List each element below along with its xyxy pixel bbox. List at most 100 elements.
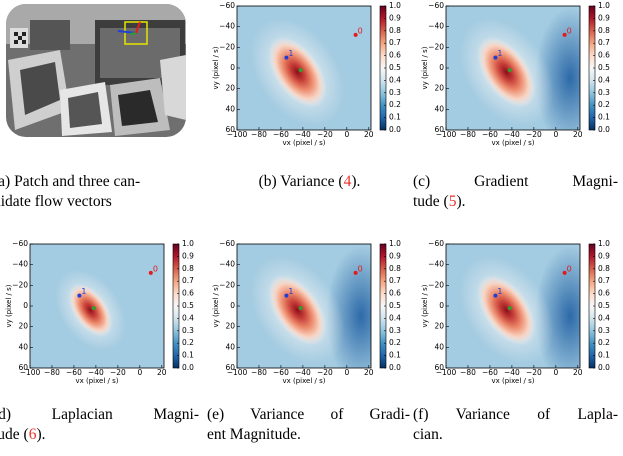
y-tick-label: 0 [439, 63, 444, 72]
y-tick-label: 40 [18, 342, 28, 351]
caption-text: ). [456, 193, 466, 210]
flow-point-label: 0 [358, 264, 363, 273]
flow-point [493, 293, 498, 298]
flow-point [353, 270, 358, 275]
y-tick-label: −20 [12, 280, 28, 289]
y-axis-label: vy (pixel / s) [421, 284, 429, 327]
caption: (b) Variance (4). [207, 172, 412, 192]
y-tick-label: 40 [225, 104, 235, 113]
colorbar-tick-label: 0.5 [389, 301, 401, 310]
heatmap-panel: −100 −80 −60 −40 −20 0 20 −60 −40 −20 0 20 40 60 vx (p… [5, 239, 194, 385]
flow-point [493, 55, 498, 60]
x-axis-label: vx (pixel / s) [283, 377, 326, 385]
flow-point [148, 270, 153, 275]
flow-point [284, 293, 289, 298]
x-tick-label: 0 [137, 368, 142, 377]
x-tick-label: −20 [317, 130, 333, 139]
y-tick-label: 40 [434, 342, 444, 351]
colorbar-tick-label: 0.7 [389, 38, 401, 47]
colorbar-tick-label: 0.1 [389, 113, 401, 122]
colorbar-tick-label: 0.9 [182, 251, 194, 260]
y-tick-label: 0 [23, 301, 28, 310]
colorbar-tick-label: 0.1 [598, 113, 610, 122]
caption-line: tude (6). [0, 425, 199, 445]
colorbar-tick-label: 0.5 [389, 63, 401, 72]
caption-line: tude (5). [413, 192, 618, 212]
colorbar-tick-label: 0.9 [598, 13, 610, 22]
x-tick-label: −60 [273, 368, 289, 377]
colorbar-tick-label: 0.1 [389, 351, 401, 360]
colorbar-tick-label: 0.4 [598, 313, 610, 322]
y-tick-label: −20 [219, 42, 235, 51]
caption-text: ent Magnitude. [207, 426, 301, 443]
y-tick-label: −60 [219, 1, 235, 10]
y-tick-label: 60 [434, 125, 444, 134]
x-tick-label: 0 [344, 368, 349, 377]
heatmap-blob [477, 275, 536, 346]
colorbar-tick-label: 0.2 [598, 338, 610, 347]
caption-line: ent Magnitude. [207, 425, 410, 445]
caption: (d) Laplacian Magni-tude (6). [0, 405, 199, 445]
colorbar-tick-label: 0.8 [389, 264, 401, 273]
y-tick-label: −40 [219, 260, 235, 269]
colorbar-tick-label: 0.2 [389, 100, 401, 109]
y-tick-label: 0 [230, 63, 235, 72]
colorbar-tick-label: 0.7 [389, 276, 401, 285]
heatmap-image [237, 6, 371, 130]
colorbar-tick-label: 0.9 [389, 251, 401, 260]
caption-text: ). [36, 426, 46, 443]
flow-point [91, 306, 96, 311]
flow-point [562, 270, 567, 275]
caption-text: tude ( [0, 426, 29, 443]
colorbar-tick-label: 0.1 [182, 351, 194, 360]
caption-line: (e) Variance of Gradi- [207, 405, 410, 425]
flow-point [298, 68, 303, 73]
colorbar-tick-label: 0.4 [598, 75, 610, 84]
flow-point [507, 306, 512, 311]
colorbar-tick-label: 0.6 [598, 51, 610, 60]
y-tick-label: −60 [12, 239, 28, 248]
y-axis-label: vy (pixel / s) [212, 46, 220, 89]
colorbar-tick-label: 0.6 [598, 289, 610, 298]
x-tick-label: −40 [295, 368, 311, 377]
x-tick-label: −100 [227, 368, 248, 377]
flow-point-label: 0 [567, 264, 572, 273]
colorbar-tick-label: 0.1 [598, 351, 610, 360]
x-tick-label: −60 [482, 130, 498, 139]
colorbar-tick-label: 0.0 [598, 125, 610, 134]
y-tick-label: 60 [225, 125, 235, 134]
x-tick-label: −100 [20, 368, 41, 377]
colorbar-tick-label: 0.7 [598, 38, 610, 47]
x-tick-label: −20 [317, 368, 333, 377]
colorbar-tick-label: 0.8 [598, 26, 610, 35]
x-tick-label: 0 [344, 130, 349, 139]
colorbar-tick-label: 1.0 [182, 239, 194, 248]
caption-line: didate flow vectors [0, 192, 189, 212]
x-axis-label: vx (pixel / s) [283, 139, 326, 147]
caption-text: (d) Laplacian Magni- [0, 406, 199, 423]
colorbar-tick-label: 0.4 [182, 313, 194, 322]
colorbar-tick-label: 0.6 [182, 289, 194, 298]
x-tick-label: −20 [110, 368, 126, 377]
x-tick-label: −80 [44, 368, 60, 377]
heatmap-blob [268, 275, 327, 346]
y-tick-label: −60 [219, 239, 235, 248]
x-tick-label: −40 [504, 368, 520, 377]
flow-point [353, 32, 358, 37]
y-tick-label: −20 [428, 280, 444, 289]
colorbar-tick-label: 1.0 [389, 1, 401, 10]
flow-point-label: 1 [288, 49, 293, 58]
x-tick-label: −20 [526, 368, 542, 377]
flow-point [284, 55, 289, 60]
colorbar-tick-label: 0.3 [598, 326, 610, 335]
x-tick-label: 20 [157, 368, 167, 377]
colorbar-tick-label: 0.0 [389, 125, 401, 134]
caption-line: (a) Patch and three can- [0, 172, 189, 192]
colorbar-tick-label: 0.8 [598, 264, 610, 273]
heatmap-image [446, 244, 580, 368]
caption: (f) Variance of Lapla-cian. [413, 405, 618, 445]
caption-text: ). [351, 173, 361, 190]
colorbar-tick-label: 0.8 [389, 26, 401, 35]
colorbar-tick-label: 0.0 [598, 363, 610, 372]
colorbar-tick-label: 0.0 [182, 363, 194, 372]
